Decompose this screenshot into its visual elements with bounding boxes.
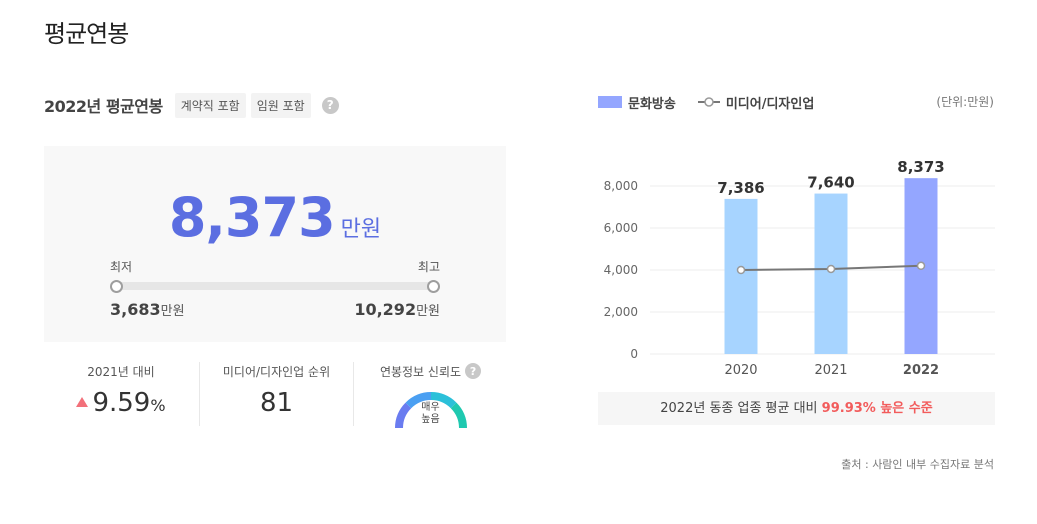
industry-comparison: 2022년 동종 업종 평균 대비 99.93% 높은 수준	[598, 392, 995, 425]
question-circle-icon[interactable]: ?	[465, 363, 482, 379]
section-header: 2022년 평균연봉 계약직 포함 임원 포함 ?	[44, 92, 339, 118]
section-title: 2022년 평균연봉	[44, 97, 163, 116]
bar	[814, 193, 848, 354]
industry-point	[736, 265, 746, 275]
max-salary-value: 10,292	[354, 300, 417, 319]
min-salary-value: 3,683	[110, 300, 161, 319]
reliability-value: 매우 높음	[391, 402, 471, 426]
max-label: 최고	[417, 260, 440, 274]
legend-bar-swatch	[598, 96, 622, 108]
max-salary-unit: 만원	[416, 304, 440, 319]
stat-rank-value: 81	[259, 388, 294, 418]
average-salary-value: 8,373	[168, 186, 336, 249]
reliability-gauge: 매우 높음	[391, 388, 471, 428]
y-tick-label: 8,000	[604, 179, 638, 193]
bar-value-label: 7,640	[807, 174, 854, 192]
comparison-highlight: 99.93% 높은 수준	[821, 401, 933, 416]
stat-industry-rank: 미디어/디자인업 순위 81	[199, 362, 353, 426]
stat-yoy-change: 2021년 대비 9.59%	[44, 362, 198, 426]
range-max-dot	[427, 280, 440, 293]
average-salary: 8,373 만원	[44, 186, 506, 249]
y-tick-label: 4,000	[604, 263, 638, 277]
question-circle-icon[interactable]: ?	[321, 96, 339, 114]
stat-yoy-suffix: %	[150, 396, 166, 415]
y-tick-label: 0	[630, 347, 638, 361]
range-min-dot	[110, 280, 123, 293]
tag-contract: 계약직 포함	[174, 92, 246, 118]
y-tick-label: 6,000	[604, 221, 638, 235]
max-salary: 10,292만원	[354, 300, 440, 319]
industry-point	[826, 264, 836, 274]
legend-line-icon	[697, 97, 720, 107]
stat-rank-label: 미디어/디자인업 순위	[222, 364, 331, 379]
tag-executive: 임원 포함	[250, 92, 311, 118]
reliability-value-line1: 매우	[421, 402, 440, 413]
data-source: 출처 : 사람인 내부 수집자료 분석	[841, 458, 994, 471]
x-tick-label: 2021	[814, 363, 847, 378]
bar-value-label: 7,386	[717, 179, 764, 197]
reliability-value-line2: 높음	[421, 414, 440, 425]
y-tick-label: 2,000	[604, 305, 638, 319]
triangle-up-icon	[76, 397, 89, 407]
average-salary-unit: 만원	[340, 217, 382, 242]
min-label: 최저	[110, 260, 133, 274]
stat-yoy-value-wrap: 9.59%	[44, 388, 198, 418]
salary-chart: 8,000 6,000 4,000 2,000 0 7,386 2020 7,640 2021 8…	[604, 158, 995, 378]
min-salary-unit: 만원	[160, 304, 185, 319]
unit-label: (단위:만원)	[936, 95, 994, 109]
min-salary: 3,683만원	[110, 300, 185, 319]
stat-reliability-label: 연봉정보 신뢰도	[379, 364, 462, 379]
comparison-prefix: 2022년 동종 업종 평균 대비	[660, 401, 818, 416]
salary-range-track	[116, 282, 434, 290]
salary-summary: 8,373 만원 최저 최고 3,683만원 10,292만원	[44, 146, 506, 342]
chart-legend: 문화방송 미디어/디자인업	[598, 92, 836, 112]
gauge-ring-icon	[394, 392, 467, 428]
bar	[724, 198, 758, 354]
bar-value-label: 8,373	[897, 158, 944, 176]
page-title: 평균연봉	[44, 20, 129, 48]
industry-point	[916, 261, 926, 271]
stat-yoy-value: 9.59	[92, 388, 151, 418]
stat-yoy-label: 2021년 대비	[87, 364, 155, 379]
legend-industry: 미디어/디자인업	[725, 96, 815, 112]
x-tick-label: 2022	[903, 363, 939, 378]
legend-company: 문화방송	[628, 96, 676, 112]
x-tick-label: 2020	[724, 363, 757, 378]
stat-reliability: 연봉정보 신뢰도 ? 매우 높음	[353, 362, 507, 428]
stat-reliability-label-wrap: 연봉정보 신뢰도 ?	[354, 362, 507, 380]
